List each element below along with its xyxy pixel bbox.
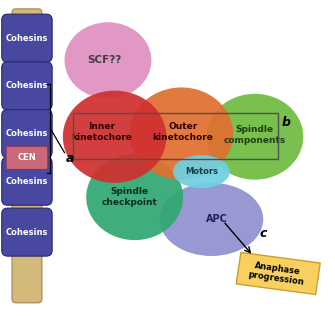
FancyBboxPatch shape [6, 146, 48, 169]
Text: c: c [260, 227, 267, 240]
FancyBboxPatch shape [12, 9, 42, 303]
Ellipse shape [160, 183, 263, 256]
Polygon shape [236, 252, 320, 294]
FancyBboxPatch shape [2, 208, 52, 256]
Text: Outer
kinetochore: Outer kinetochore [153, 122, 213, 142]
Ellipse shape [65, 22, 151, 99]
Text: CEN: CEN [17, 153, 36, 162]
FancyBboxPatch shape [2, 157, 52, 205]
Ellipse shape [173, 155, 230, 188]
Text: Motors: Motors [185, 167, 218, 176]
Text: Inner
kinetochore: Inner kinetochore [71, 122, 132, 142]
Ellipse shape [63, 91, 166, 183]
Text: Cohesins: Cohesins [6, 177, 48, 186]
FancyBboxPatch shape [2, 109, 52, 158]
Text: Cohesins: Cohesins [6, 34, 48, 43]
Bar [73, 113, 278, 159]
Ellipse shape [86, 154, 183, 240]
Text: b: b [282, 116, 290, 129]
Text: Spindle
checkpoint: Spindle checkpoint [102, 187, 157, 207]
Text: Cohesins: Cohesins [6, 228, 48, 237]
Text: Spindle
components: Spindle components [224, 125, 286, 145]
Text: APC: APC [205, 214, 227, 225]
Ellipse shape [206, 94, 303, 180]
Text: Cohesins: Cohesins [6, 81, 48, 90]
Ellipse shape [130, 87, 233, 180]
Text: SCF??: SCF?? [87, 55, 122, 66]
Text: a: a [66, 153, 75, 165]
FancyBboxPatch shape [2, 62, 52, 110]
Text: Anaphase
progression: Anaphase progression [247, 260, 306, 287]
FancyBboxPatch shape [2, 14, 52, 62]
Text: Cohesins: Cohesins [6, 129, 48, 138]
